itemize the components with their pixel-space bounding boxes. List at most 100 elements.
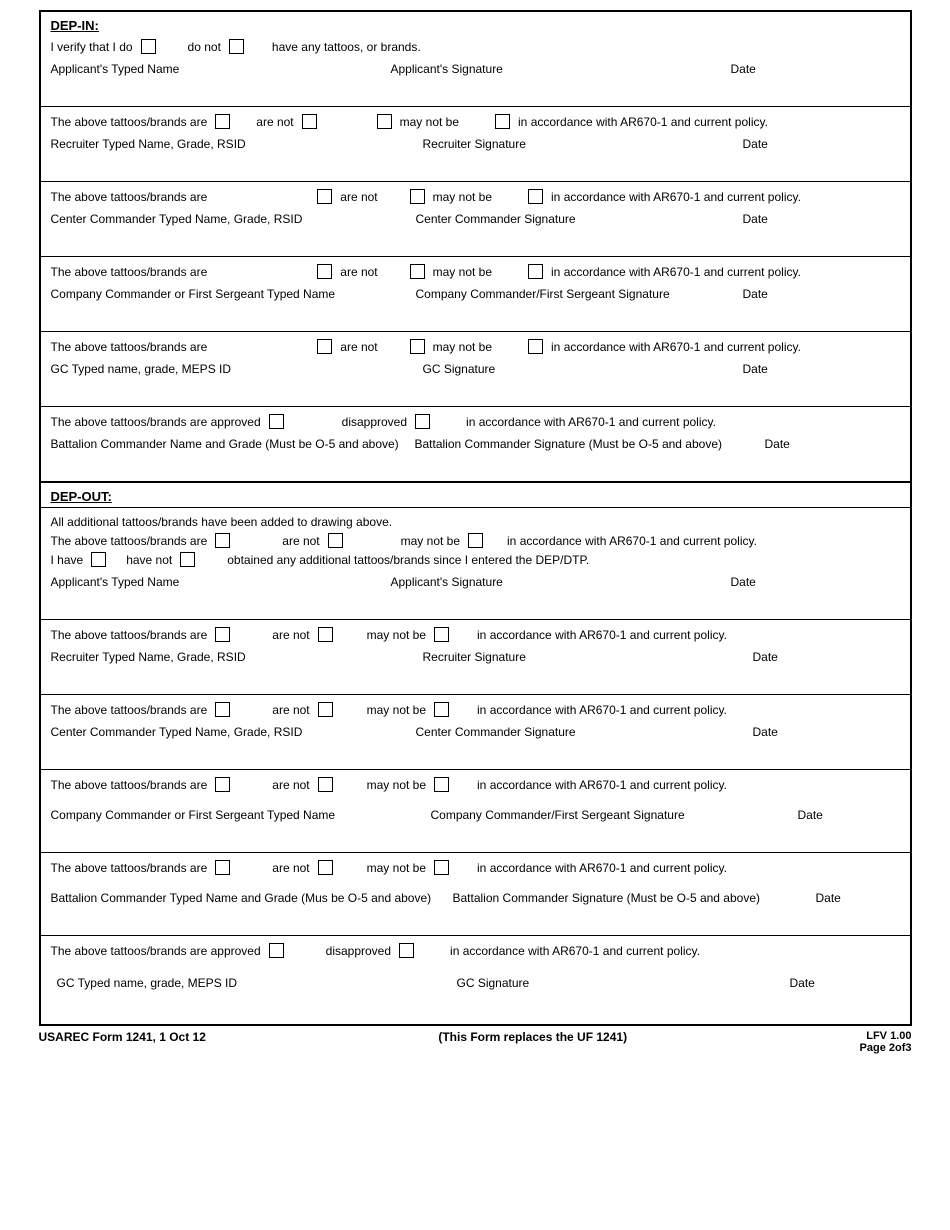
checkbox-are[interactable] bbox=[215, 860, 230, 875]
applicant-sig-label: Applicant's Signature bbox=[391, 62, 731, 76]
may-not-be: may not be bbox=[367, 861, 426, 875]
checkbox-maynotbe[interactable] bbox=[434, 777, 449, 792]
tattoos-are: The above tattoos/brands are bbox=[51, 534, 208, 548]
footer-left: USAREC Form 1241, 1 Oct 12 bbox=[39, 1030, 206, 1044]
depin-applicant-block: DEP-IN: I verify that I do do not have a… bbox=[41, 12, 910, 107]
tattoos-are: The above tattoos/brands are bbox=[51, 861, 208, 875]
tattoos-are: The above tattoos/brands are bbox=[51, 703, 208, 717]
are-not: are not bbox=[282, 534, 319, 548]
checkbox-maynotbe[interactable] bbox=[377, 114, 392, 129]
date-label: Date bbox=[743, 362, 768, 376]
checkbox-do[interactable] bbox=[141, 39, 156, 54]
date-label: Date bbox=[798, 808, 823, 822]
company-sig-label: Company Commander/First Sergeant Signatu… bbox=[431, 808, 798, 822]
company-sig-label: Company Commander/First Sergeant Signatu… bbox=[416, 287, 743, 301]
date-label: Date bbox=[753, 650, 778, 664]
verify-donot: do not bbox=[188, 40, 221, 54]
checkbox-maynotbe[interactable] bbox=[434, 702, 449, 717]
footer-page: Page 2of3 bbox=[860, 1042, 912, 1054]
checkbox-are[interactable] bbox=[215, 114, 230, 129]
verify-prefix: I verify that I do bbox=[51, 40, 133, 54]
checkbox-approved[interactable] bbox=[269, 943, 284, 958]
checkbox-accordance[interactable] bbox=[528, 339, 543, 354]
checkbox-accordance[interactable] bbox=[495, 114, 510, 129]
gc-sig-label: GC Signature bbox=[457, 976, 790, 990]
center-name-label: Center Commander Typed Name, Grade, RSID bbox=[51, 725, 416, 739]
checkbox-ihave[interactable] bbox=[91, 552, 106, 567]
are-not: are not bbox=[272, 778, 309, 792]
recruiter-name-label: Recruiter Typed Name, Grade, RSID bbox=[51, 137, 423, 151]
checkbox-are[interactable] bbox=[215, 702, 230, 717]
checkbox-arenot[interactable] bbox=[318, 860, 333, 875]
checkbox-arenot[interactable] bbox=[328, 533, 343, 548]
depout-battalion-block: The above tattoos/brands are are not may… bbox=[41, 853, 910, 936]
disapproved: disapproved bbox=[342, 415, 407, 429]
are-not: are not bbox=[340, 265, 377, 279]
accordance: in accordance with AR670-1 and current p… bbox=[466, 415, 716, 429]
additional: All additional tattoos/brands have been … bbox=[51, 515, 393, 529]
depin-recruiter-block: The above tattoos/brands are are not may… bbox=[41, 107, 910, 182]
center-sig-label: Center Commander Signature bbox=[416, 725, 753, 739]
company-name-label: Company Commander or First Sergeant Type… bbox=[51, 808, 431, 822]
footer-right: LFV 1.00 Page 2of3 bbox=[860, 1030, 912, 1054]
accordance: in accordance with AR670-1 and current p… bbox=[477, 703, 727, 717]
checkbox-are[interactable] bbox=[317, 189, 332, 204]
accordance: in accordance with AR670-1 and current p… bbox=[551, 265, 801, 279]
depin-battalion-block: The above tattoos/brands are approved di… bbox=[41, 407, 910, 482]
checkbox-are[interactable] bbox=[317, 264, 332, 279]
date-label: Date bbox=[731, 575, 756, 589]
ihave: I have bbox=[51, 553, 84, 567]
checkbox-are[interactable] bbox=[215, 533, 230, 548]
checkbox-maynotbe[interactable] bbox=[468, 533, 483, 548]
checkbox-disapproved[interactable] bbox=[399, 943, 414, 958]
checkbox-maynotbe[interactable] bbox=[410, 339, 425, 354]
center-name-label: Center Commander Typed Name, Grade, RSID bbox=[51, 212, 416, 226]
checkbox-maynotbe[interactable] bbox=[410, 189, 425, 204]
footer-version: LFV 1.00 bbox=[866, 1030, 911, 1042]
battalion-name-label: Battalion Commander Typed Name and Grade… bbox=[51, 891, 453, 905]
form-container: DEP-IN: I verify that I do do not have a… bbox=[39, 10, 912, 1026]
approved: The above tattoos/brands are approved bbox=[51, 415, 261, 429]
checkbox-accordance[interactable] bbox=[528, 264, 543, 279]
company-name-label: Company Commander or First Sergeant Type… bbox=[51, 287, 416, 301]
accordance: in accordance with AR670-1 and current p… bbox=[507, 534, 757, 548]
verify-suffix: have any tattoos, or brands. bbox=[272, 40, 421, 54]
date-label: Date bbox=[743, 287, 768, 301]
checkbox-havenot[interactable] bbox=[180, 552, 195, 567]
checkbox-maynotbe[interactable] bbox=[410, 264, 425, 279]
applicant-name-label: Applicant's Typed Name bbox=[51, 62, 391, 76]
are-not: are not bbox=[272, 628, 309, 642]
checkbox-donot[interactable] bbox=[229, 39, 244, 54]
date-label: Date bbox=[753, 725, 778, 739]
checkbox-are[interactable] bbox=[317, 339, 332, 354]
checkbox-disapproved[interactable] bbox=[415, 414, 430, 429]
may-not-be: may not be bbox=[433, 190, 492, 204]
applicant-name-label: Applicant's Typed Name bbox=[51, 575, 391, 589]
checkbox-are[interactable] bbox=[215, 627, 230, 642]
checkbox-arenot[interactable] bbox=[318, 627, 333, 642]
checkbox-are[interactable] bbox=[215, 777, 230, 792]
center-sig-label: Center Commander Signature bbox=[416, 212, 743, 226]
recruiter-sig-label: Recruiter Signature bbox=[423, 650, 753, 664]
checkbox-accordance[interactable] bbox=[528, 189, 543, 204]
depout-gc-block: The above tattoos/brands are approved di… bbox=[41, 936, 910, 1024]
checkbox-arenot[interactable] bbox=[318, 702, 333, 717]
date-label: Date bbox=[731, 62, 756, 76]
may-not-be: may not be bbox=[433, 340, 492, 354]
date-label: Date bbox=[765, 437, 790, 451]
form-footer: USAREC Form 1241, 1 Oct 12 (This Form re… bbox=[39, 1026, 912, 1054]
accordance: in accordance with AR670-1 and current p… bbox=[450, 944, 700, 958]
checkbox-arenot[interactable] bbox=[302, 114, 317, 129]
may-not-be: may not be bbox=[433, 265, 492, 279]
checkbox-maynotbe[interactable] bbox=[434, 627, 449, 642]
accordance: in accordance with AR670-1 and current p… bbox=[477, 861, 727, 875]
checkbox-approved[interactable] bbox=[269, 414, 284, 429]
battalion-sig-label: Battalion Commander Signature (Must be O… bbox=[415, 437, 765, 451]
depout-header: DEP-OUT: bbox=[41, 482, 910, 508]
checkbox-maynotbe[interactable] bbox=[434, 860, 449, 875]
may-not-be: may not be bbox=[367, 703, 426, 717]
applicant-sig-label: Applicant's Signature bbox=[391, 575, 731, 589]
may-not-be: may not be bbox=[400, 115, 459, 129]
checkbox-arenot[interactable] bbox=[318, 777, 333, 792]
may-not-be: may not be bbox=[367, 778, 426, 792]
